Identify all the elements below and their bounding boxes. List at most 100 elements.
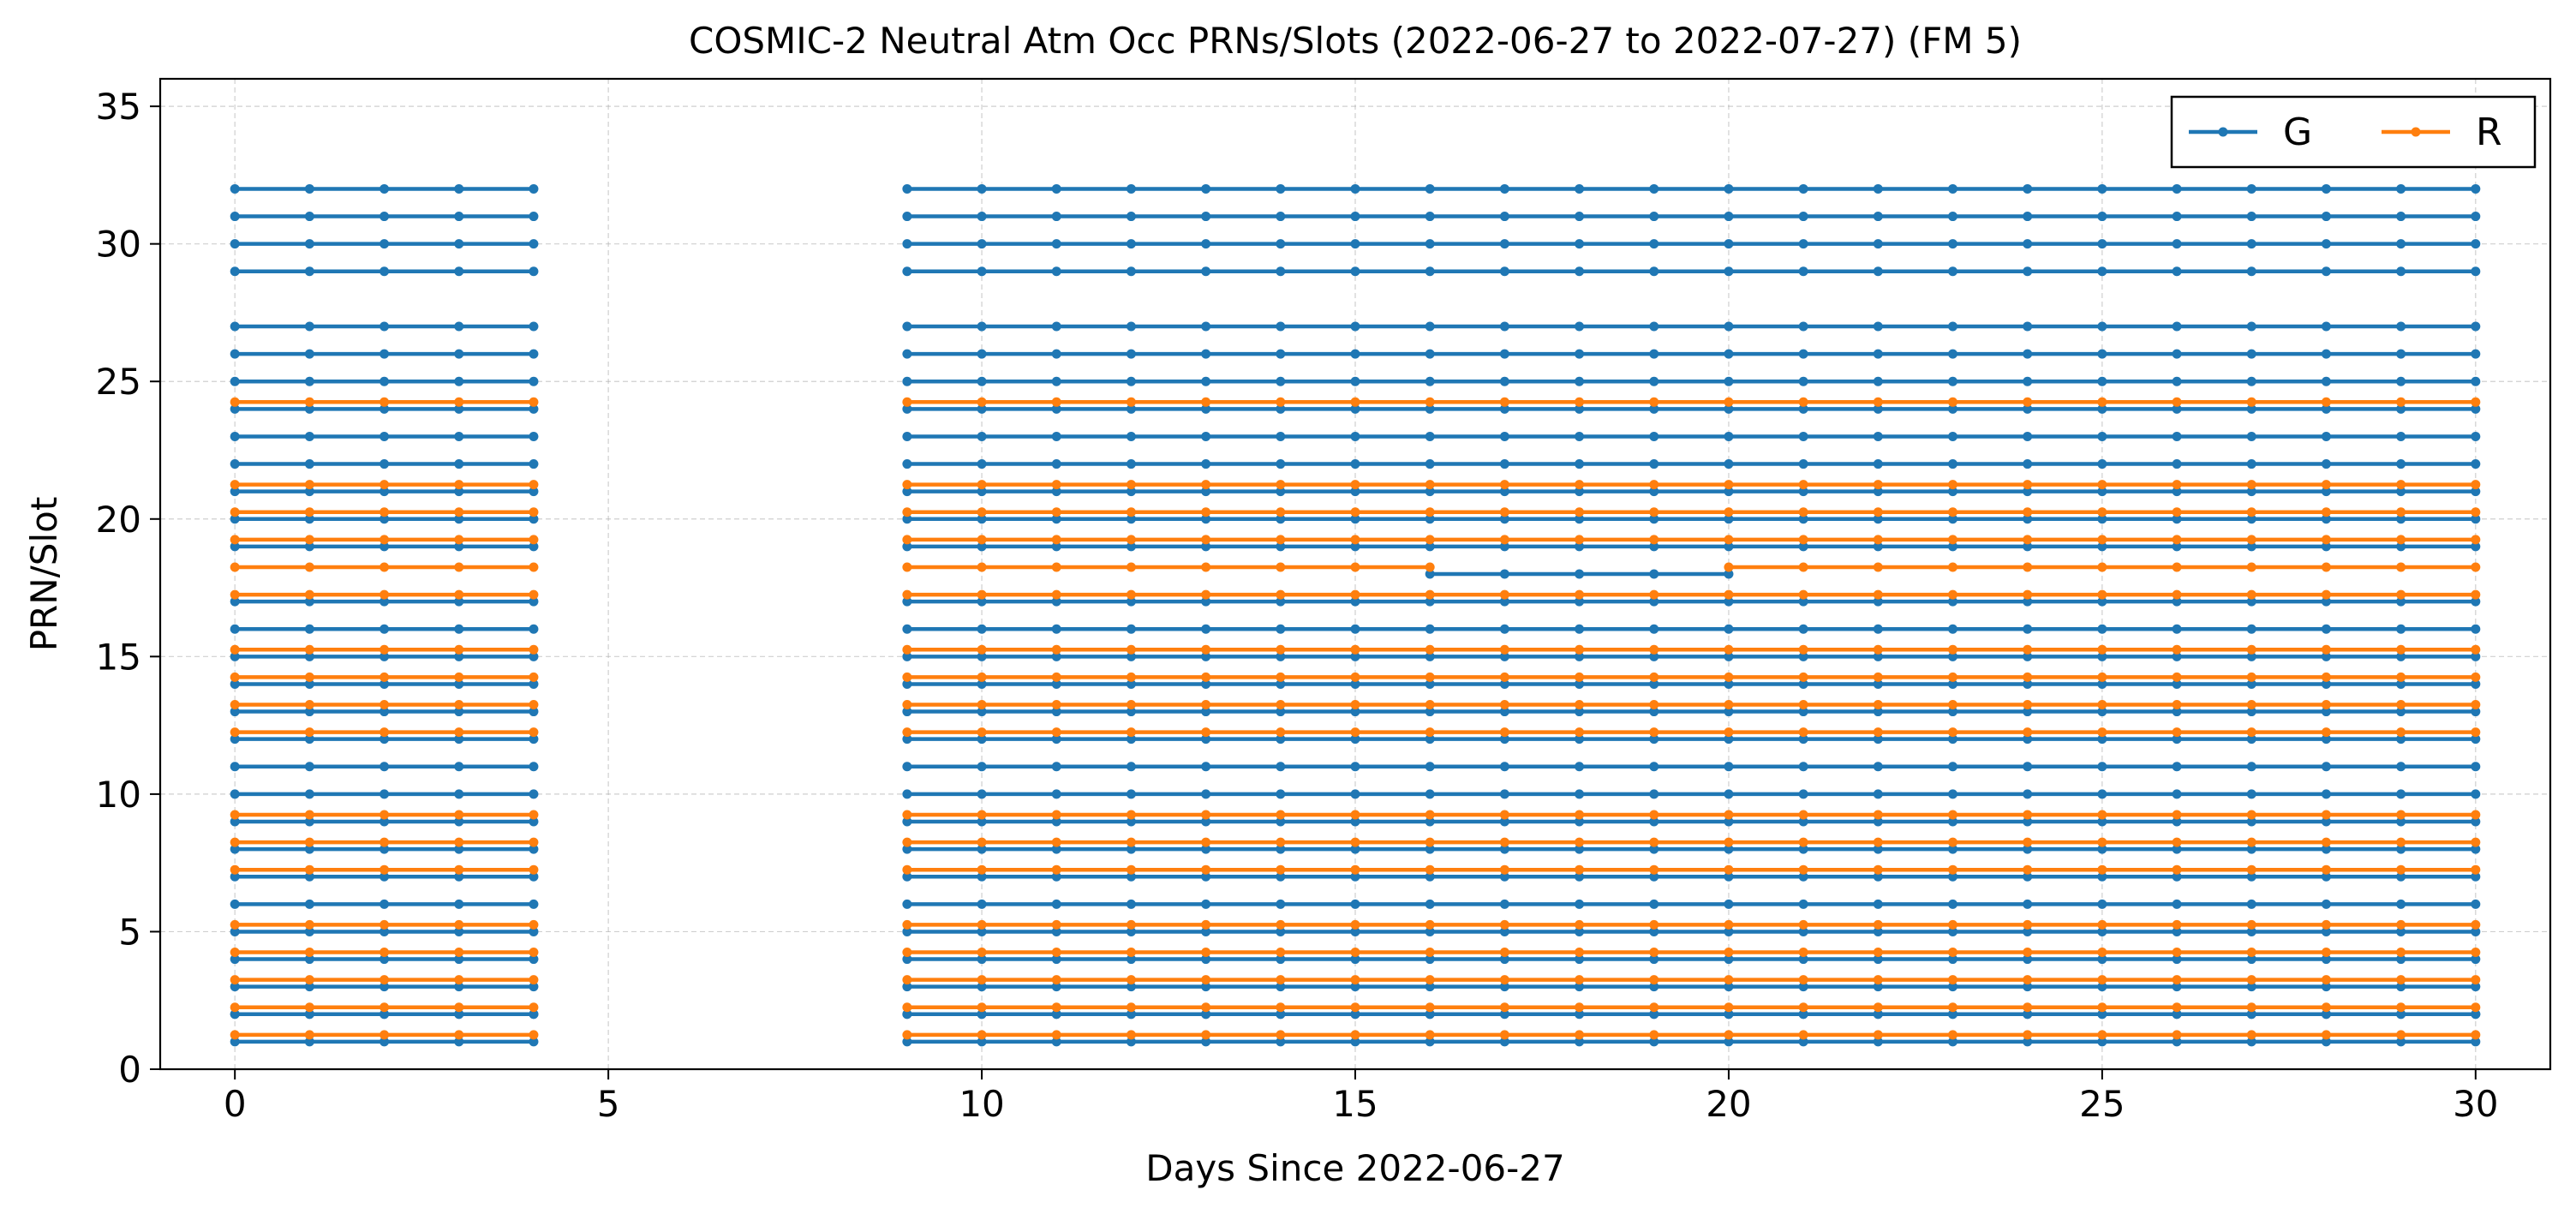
data-point [230, 266, 240, 277]
data-point [454, 926, 464, 936]
data-point [2321, 644, 2331, 655]
data-point [1201, 487, 1211, 497]
data-point [1126, 212, 1136, 222]
data-point [2097, 734, 2107, 745]
data-point [1201, 459, 1211, 469]
data-point [1201, 844, 1211, 854]
data-point [1798, 837, 1808, 847]
data-point [2471, 1009, 2481, 1020]
data-point [2396, 954, 2406, 965]
data-point [2321, 672, 2331, 682]
data-point [1051, 404, 1061, 414]
data-point [304, 954, 314, 965]
data-point [2172, 535, 2182, 545]
data-point [902, 919, 912, 930]
data-point [2023, 975, 2033, 985]
data-point [2246, 816, 2256, 827]
data-point [454, 810, 464, 820]
data-point [977, 1009, 987, 1020]
data-point [380, 700, 390, 710]
data-point [2396, 1037, 2406, 1047]
data-point [454, 239, 464, 249]
data-point [1350, 1009, 1360, 1020]
data-point [1425, 948, 1435, 958]
data-point [1126, 1030, 1136, 1040]
data-point [2172, 431, 2182, 441]
data-point [1649, 376, 1659, 386]
data-point [1126, 535, 1136, 545]
data-point [529, 789, 539, 799]
data-point [1425, 376, 1435, 386]
data-point [230, 321, 240, 332]
data-point [2097, 266, 2107, 277]
data-point [1798, 321, 1808, 332]
data-point [2321, 562, 2331, 572]
data-point [1051, 459, 1061, 469]
data-point [1948, 844, 1957, 854]
data-point [1126, 700, 1136, 710]
data-point [380, 844, 390, 854]
data-point [2396, 404, 2406, 414]
data-point [977, 789, 987, 799]
series-R-slot-9 [230, 810, 2481, 820]
data-point [902, 404, 912, 414]
data-point [1425, 789, 1435, 799]
data-point [1724, 589, 1734, 600]
data-point [1575, 672, 1585, 682]
data-point [1649, 541, 1659, 552]
data-point [902, 644, 912, 655]
data-point [2246, 948, 2256, 958]
data-point [1798, 562, 1808, 572]
data-point [304, 1002, 314, 1013]
data-point [1499, 1030, 1509, 1040]
data-point [529, 321, 539, 332]
data-point [1798, 480, 1808, 490]
data-point [2471, 975, 2481, 985]
data-point [977, 541, 987, 552]
data-point [2023, 535, 2033, 545]
data-point [1425, 624, 1435, 634]
data-point [2471, 899, 2481, 909]
data-point [454, 562, 464, 572]
x-tick-label: 10 [959, 1083, 1004, 1125]
data-point [1201, 404, 1211, 414]
data-point [902, 507, 912, 517]
data-point [2246, 624, 2256, 634]
data-point [1499, 899, 1509, 909]
series-R-slot-13 [230, 700, 2481, 710]
data-point [1051, 1002, 1061, 1013]
data-point [977, 562, 987, 572]
data-point [1051, 954, 1061, 965]
data-point [1126, 562, 1136, 572]
data-point [1126, 762, 1136, 772]
data-point [977, 926, 987, 936]
data-point [1499, 541, 1509, 552]
data-point [1499, 239, 1509, 249]
data-point [230, 212, 240, 222]
data-point [1575, 734, 1585, 745]
series-G-prn-32 [230, 183, 2481, 194]
data-point [977, 899, 987, 909]
data-point [902, 948, 912, 958]
data-point [1649, 707, 1659, 717]
data-point [1350, 397, 1360, 407]
data-point [1051, 864, 1061, 875]
data-point [529, 700, 539, 710]
data-point [2023, 899, 2033, 909]
data-point [2097, 183, 2107, 194]
data-point [902, 541, 912, 552]
data-point [1276, 1009, 1286, 1020]
data-point [304, 596, 314, 607]
data-point [1798, 541, 1808, 552]
data-point [1276, 376, 1286, 386]
series-G-prn-1 [230, 1037, 2481, 1047]
legend-label-G: G [2283, 111, 2312, 154]
data-point [529, 651, 539, 661]
data-point [1051, 644, 1061, 655]
data-point [2396, 948, 2406, 958]
data-point [1126, 975, 1136, 985]
data-point [1873, 899, 1883, 909]
data-point [1126, 431, 1136, 441]
data-point [1873, 644, 1883, 655]
